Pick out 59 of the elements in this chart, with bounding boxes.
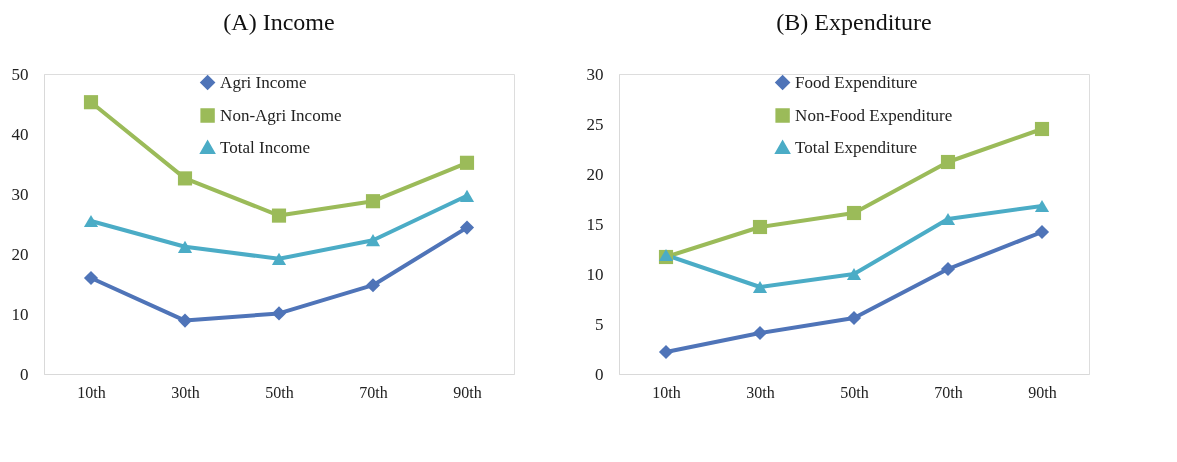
point xyxy=(271,252,287,265)
x-tick-label: 70th xyxy=(359,383,388,401)
legend-label: Food Expenditure xyxy=(795,72,918,92)
point xyxy=(1034,199,1050,213)
y-tick-label: 20 xyxy=(586,164,604,184)
point xyxy=(177,171,193,186)
point xyxy=(83,95,99,110)
point xyxy=(752,280,768,294)
point xyxy=(940,261,956,277)
chart-title: (A) Income xyxy=(223,9,335,35)
point xyxy=(83,214,99,228)
point xyxy=(846,267,862,281)
y-tick-label: 30 xyxy=(586,64,604,84)
y-tick-label: 0 xyxy=(20,364,29,384)
y-tick-label: 30 xyxy=(11,184,29,204)
point xyxy=(365,234,381,247)
y-tick-label: 10 xyxy=(11,304,29,324)
x-tick-label: 70th xyxy=(934,383,963,401)
chart-title: (B) Expenditure xyxy=(776,9,932,35)
legend-label: Agri Income xyxy=(220,72,307,92)
point xyxy=(365,278,381,293)
point xyxy=(177,240,193,253)
point xyxy=(459,155,475,170)
point xyxy=(271,208,287,223)
legend-label: Total Expenditure xyxy=(795,137,918,157)
point xyxy=(271,306,287,321)
point xyxy=(940,154,956,170)
point xyxy=(459,220,475,235)
point xyxy=(1034,224,1050,240)
x-tick-label: 50th xyxy=(265,383,294,401)
x-tick-label: 90th xyxy=(453,383,482,401)
legend-label: Non-Food Expenditure xyxy=(795,105,953,125)
point xyxy=(752,219,768,235)
point xyxy=(83,270,99,286)
point xyxy=(846,205,862,221)
point xyxy=(459,189,475,202)
point xyxy=(940,212,956,226)
x-tick-label: 30th xyxy=(171,383,200,401)
x-tick-label: 10th xyxy=(652,383,681,401)
y-tick-label: 20 xyxy=(11,244,29,264)
point xyxy=(658,344,674,360)
point xyxy=(177,313,193,328)
y-tick-label: 10 xyxy=(586,264,604,284)
legend-label: Non-Agri Income xyxy=(220,105,342,125)
y-tick-label: 15 xyxy=(586,214,604,234)
y-tick-label: 5 xyxy=(595,314,604,334)
y-tick-label: 0 xyxy=(595,364,604,384)
point xyxy=(752,325,768,341)
x-tick-label: 90th xyxy=(1028,383,1057,401)
point xyxy=(846,310,862,326)
x-tick-label: 50th xyxy=(840,383,869,401)
x-tick-label: 30th xyxy=(746,383,775,401)
legend-label: Total Income xyxy=(220,137,311,157)
point xyxy=(1034,121,1050,137)
y-tick-label: 25 xyxy=(586,114,604,134)
point xyxy=(365,194,381,209)
x-tick-label: 10th xyxy=(77,383,106,401)
y-tick-label: 40 xyxy=(11,124,29,144)
y-tick-label: 50 xyxy=(11,64,29,84)
